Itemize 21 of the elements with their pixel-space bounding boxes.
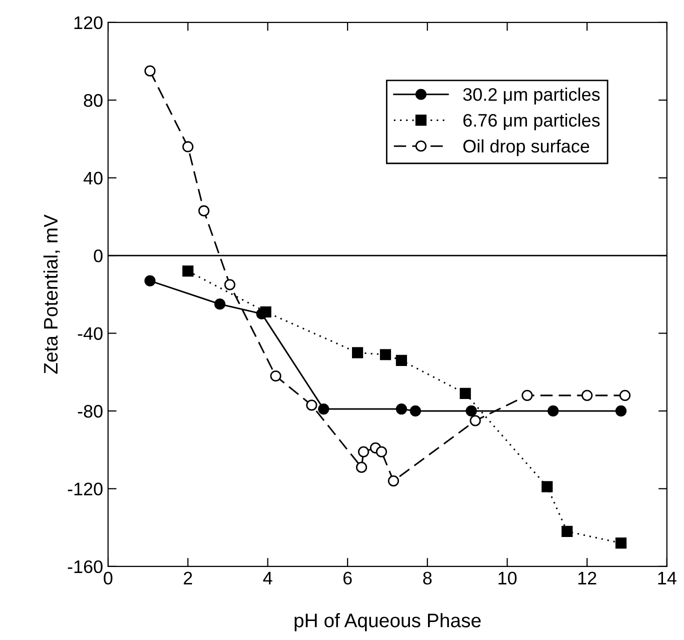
x-axis-title: pH of Aqueous Phase [294, 613, 481, 632]
x-tick-label: 4 [263, 572, 272, 584]
y-tick-label: -160 [68, 560, 103, 574]
y-tick-label: 120 [74, 16, 103, 30]
x-tick-label: 10 [498, 572, 517, 585]
y-tick-label: 40 [84, 172, 103, 185]
legend-label: 30.2 μm particles [463, 88, 600, 104]
y-axis-title: Zeta Potential, mV [43, 214, 60, 374]
x-tick-label: 12 [578, 572, 596, 584]
x-tick-label: 14 [658, 572, 676, 584]
y-tick-label: -40 [78, 327, 103, 340]
y-tick-label: -80 [78, 404, 103, 418]
y-tick-label: 80 [84, 94, 103, 107]
x-tick-label: 2 [184, 572, 192, 584]
legend-label: 6.76 μm particles [463, 113, 600, 130]
y-tick-label: -120 [68, 482, 103, 496]
x-tick-label: 0 [104, 572, 112, 585]
x-tick-label: 8 [423, 572, 432, 585]
y-tick-label: 0 [94, 249, 103, 262]
x-tick-label: 6 [343, 572, 352, 585]
legend-label: Oil drop surface [463, 139, 590, 156]
